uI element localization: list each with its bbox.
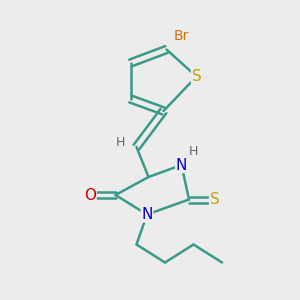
Text: N: N: [141, 207, 153, 222]
Text: H: H: [115, 136, 125, 149]
Text: Br: Br: [174, 29, 189, 43]
Text: S: S: [192, 69, 201, 84]
Text: H: H: [189, 145, 198, 158]
Text: N: N: [176, 158, 187, 172]
Text: S: S: [210, 192, 219, 207]
Text: O: O: [84, 188, 96, 202]
